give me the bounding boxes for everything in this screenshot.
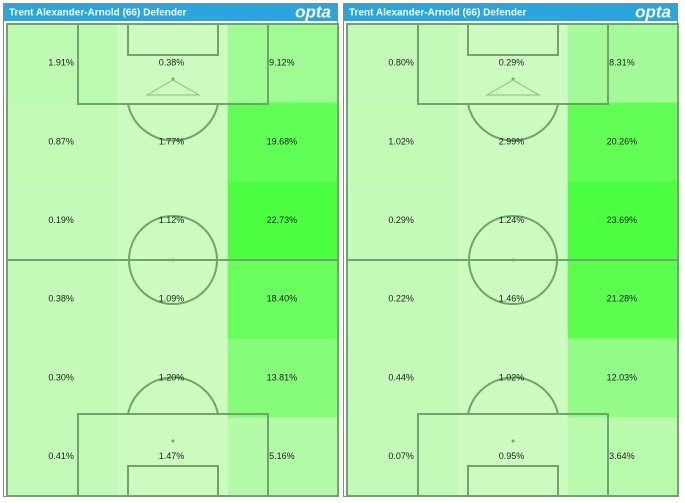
- cell-label: 0.29%: [499, 58, 525, 68]
- cell-label: 0.30%: [48, 372, 74, 382]
- cell-label: 5.16%: [269, 451, 295, 461]
- heat-cell: [117, 24, 229, 104]
- pitch-line: [467, 23, 559, 56]
- cell-label: 12.03%: [607, 372, 638, 382]
- heat-cell: [347, 181, 458, 261]
- cell-label: 0.07%: [388, 451, 414, 461]
- cell-label: 2.99%: [499, 136, 525, 146]
- heat-cell: [567, 181, 679, 261]
- cell-label: 20.26%: [607, 136, 638, 146]
- cell-label: 1.91%: [48, 58, 74, 68]
- heat-cell: [347, 102, 458, 182]
- pitch-line: [127, 23, 219, 56]
- pitch-line: [467, 376, 559, 415]
- cell-label: 1.02%: [388, 136, 414, 146]
- cell-label: 0.22%: [388, 294, 414, 304]
- panel: Trent Alexander-Arnold (66) Defender opta…: [343, 2, 679, 497]
- cell-label: 1.77%: [159, 136, 185, 146]
- cell-label: 0.87%: [48, 136, 74, 146]
- cell-label: 1.47%: [159, 451, 185, 461]
- cell-label: 8.31%: [609, 58, 635, 68]
- heat-cell: [567, 417, 679, 497]
- cell-label: 18.40%: [267, 294, 298, 304]
- cell-label: 0.38%: [48, 294, 74, 304]
- heat-cell: [7, 338, 118, 418]
- cell-label: 3.64%: [609, 451, 635, 461]
- cell-label: 0.19%: [48, 215, 74, 225]
- brand-logo: opta: [635, 2, 671, 21]
- heat-cell: [457, 102, 569, 182]
- heat-cell: [7, 24, 118, 104]
- heat-cell: [227, 181, 339, 261]
- heat-cell: [457, 260, 569, 340]
- heat-cell: [347, 260, 458, 340]
- brand-logo: opta: [295, 2, 331, 21]
- cell-label: 0.95%: [499, 451, 525, 461]
- pitch-line: [127, 103, 219, 142]
- heat-cell: [457, 417, 569, 497]
- pitch-spot: [511, 439, 515, 443]
- cell-label: 1.20%: [159, 372, 185, 382]
- heat-cell: [227, 102, 339, 182]
- panel: Trent Alexander-Arnold (66) Defender opta…: [3, 2, 339, 497]
- cell-label: 1.09%: [159, 294, 185, 304]
- heat-cell: [457, 181, 569, 261]
- heat-cell: [227, 338, 339, 418]
- heat-cell: [567, 260, 679, 340]
- heat-cell: [567, 338, 679, 418]
- pitch-line: [467, 103, 559, 142]
- pitch-spot: [171, 439, 175, 443]
- heat-cell: [7, 417, 118, 497]
- cell-label: 19.68%: [267, 136, 298, 146]
- heat-cell: [347, 417, 458, 497]
- heat-cell: [227, 417, 339, 497]
- pitch-spot: [511, 77, 515, 81]
- pitch-spot: [511, 258, 515, 262]
- header: [4, 4, 337, 21]
- pitch-spot: [171, 77, 175, 81]
- heat-cell: [567, 24, 679, 104]
- pitch-line: [128, 215, 218, 305]
- heat-cell: [457, 24, 569, 104]
- heat-cell: [117, 417, 229, 497]
- heat-cell: [117, 260, 229, 340]
- cell-label: 1.24%: [499, 215, 525, 225]
- cell-label: 1.12%: [159, 215, 185, 225]
- heat-cell: [227, 24, 339, 104]
- heat-cell: [7, 181, 118, 261]
- panel-title: Trent Alexander-Arnold (66) Defender: [349, 8, 527, 19]
- cell-label: 0.41%: [48, 451, 74, 461]
- cell-label: 1.02%: [499, 372, 525, 382]
- cell-label: 0.38%: [159, 58, 185, 68]
- cell-label: 1.46%: [499, 294, 525, 304]
- cell-label: 9.12%: [269, 58, 295, 68]
- pitch-line: [485, 79, 541, 96]
- cell-label: 22.73%: [267, 215, 298, 225]
- cell-label: 21.28%: [607, 294, 638, 304]
- cell-label: 0.80%: [388, 58, 414, 68]
- heat-cell: [117, 181, 229, 261]
- header: [344, 4, 677, 21]
- heat-cell: [7, 102, 118, 182]
- pitch-line: [468, 215, 558, 305]
- pitch-line: [127, 376, 219, 415]
- heat-cell: [347, 24, 458, 104]
- cell-label: 0.44%: [388, 372, 414, 382]
- pitch-line: [467, 465, 559, 497]
- panel-title: Trent Alexander-Arnold (66) Defender: [9, 8, 187, 19]
- cell-label: 23.69%: [607, 215, 638, 225]
- cell-label: 13.81%: [267, 372, 298, 382]
- heat-cell: [7, 260, 118, 340]
- pitch-spot: [171, 258, 175, 262]
- heat-cell: [567, 102, 679, 182]
- heat-cell: [117, 102, 229, 182]
- pitch-line: [127, 465, 219, 497]
- cell-label: 0.29%: [388, 215, 414, 225]
- heat-cell: [227, 260, 339, 340]
- pitch-line: [145, 79, 201, 96]
- heat-cell: [347, 338, 458, 418]
